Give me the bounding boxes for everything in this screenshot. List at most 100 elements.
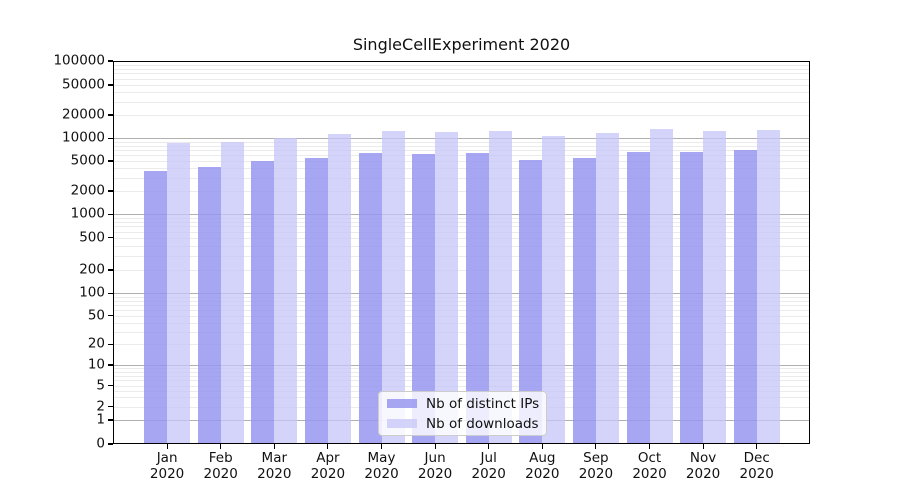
legend-swatch-0 (387, 399, 417, 408)
x-tick-mark (648, 444, 651, 449)
y-tick-mark (108, 385, 113, 387)
y-tick-mark (108, 343, 113, 345)
minor-gridline (114, 300, 810, 302)
y-tick-mark (108, 84, 113, 86)
bar-nb-of-downloads-jun-2020 (435, 132, 459, 444)
minor-gridline (114, 296, 810, 298)
x-tick-mark (541, 444, 543, 449)
bar-nb-of-downloads-mar-2020 (274, 137, 298, 444)
x-tick-label-sep: Sep 2020 (578, 450, 614, 482)
bar-nb-of-distinct-ips-apr-2020 (304, 158, 328, 444)
x-tick-label-nov: Nov 2020 (685, 450, 721, 482)
minor-gridline (114, 304, 810, 306)
y-tick-mark (108, 269, 113, 271)
bar-nb-of-downloads-jul-2020 (488, 131, 512, 444)
x-tick-mark (327, 444, 329, 449)
x-tick-label-jul: Jul 2020 (471, 450, 506, 482)
bar-nb-of-distinct-ips-jan-2020 (144, 170, 168, 444)
y-tick-mark (108, 114, 113, 116)
x-tick-label-may: May 2020 (364, 450, 399, 482)
minor-gridline (114, 177, 810, 179)
x-tick-mark (273, 444, 275, 449)
y-tick-mark (108, 443, 113, 445)
minor-gridline (114, 115, 810, 116)
minor-gridline (114, 344, 810, 346)
y-tick-label-200: 200 (79, 261, 105, 278)
y-tick-mark (108, 137, 113, 139)
y-tick-label-100: 100 (79, 284, 105, 301)
bar-nb-of-downloads-may-2020 (381, 130, 405, 444)
y-tick-mark (108, 237, 113, 239)
bar-nb-of-distinct-ips-feb-2020 (197, 167, 221, 444)
legend-label-1: Nb of downloads (426, 415, 539, 432)
y-tick-mark (108, 406, 113, 408)
minor-gridline (114, 149, 810, 151)
x-tick-label-dec: Dec 2020 (739, 450, 774, 482)
minor-gridline (114, 315, 810, 317)
minor-gridline (114, 161, 810, 162)
minor-gridline (114, 221, 810, 223)
legend: Nb of distinct IPs Nb of downloads (378, 391, 547, 436)
y-tick-mark (108, 364, 113, 366)
bar-nb-of-distinct-ips-nov-2020 (680, 151, 704, 444)
y-tick-label-2: 2 (96, 397, 105, 414)
minor-gridline (114, 255, 810, 257)
y-tick-label-20000: 20000 (62, 106, 105, 123)
x-tick-label-jun: Jun 2020 (417, 450, 453, 482)
y-tick-mark (108, 160, 113, 162)
x-tick-label-aug: Aug 2020 (525, 450, 560, 482)
x-tick-mark (380, 444, 383, 449)
bar-nb-of-distinct-ips-may-2020 (358, 153, 382, 444)
bar-nb-of-distinct-ips-jul-2020 (465, 153, 489, 444)
minor-gridline (114, 73, 810, 75)
x-tick-mark (434, 444, 436, 449)
bar-nb-of-distinct-ips-mar-2020 (251, 161, 275, 444)
minor-gridline (114, 270, 810, 271)
y-tick-mark (108, 292, 113, 294)
minor-gridline (114, 64, 810, 66)
major-gridline (114, 214, 810, 216)
minor-gridline (114, 375, 810, 377)
legend-label-0: Nb of distinct IPs (426, 395, 540, 412)
y-tick-label-1000: 1000 (70, 205, 105, 222)
minor-gridline (114, 217, 810, 219)
bar-nb-of-downloads-sep-2020 (595, 133, 619, 444)
y-tick-mark (108, 60, 113, 62)
y-tick-mark (108, 419, 113, 421)
bar-nb-of-downloads-jan-2020 (167, 143, 191, 444)
bar-nb-of-downloads-nov-2020 (703, 130, 727, 444)
major-gridline (114, 365, 810, 366)
chart-title: SingleCellExperiment 2020 (352, 35, 571, 54)
y-tick-mark (108, 190, 113, 192)
y-tick-label-100000: 100000 (53, 52, 105, 69)
legend-entry-0: Nb of distinct IPs (387, 395, 540, 412)
minor-gridline (114, 168, 810, 170)
y-tick-label-20: 20 (87, 335, 105, 352)
plot-area-frame (113, 61, 810, 444)
x-tick-mark (488, 444, 490, 449)
minor-gridline (114, 231, 810, 233)
minor-gridline (114, 78, 810, 80)
minor-gridline (114, 191, 810, 192)
x-tick-mark (702, 444, 704, 449)
y-tick-label-10000: 10000 (62, 129, 105, 146)
x-tick-label-mar: Mar 2020 (257, 450, 292, 482)
major-gridline (114, 293, 810, 295)
y-tick-label-2000: 2000 (70, 182, 105, 199)
y-tick-label-50000: 50000 (62, 76, 105, 93)
y-tick-mark (108, 213, 113, 215)
x-tick-mark (220, 444, 222, 449)
bar-nb-of-distinct-ips-aug-2020 (519, 159, 543, 444)
minor-gridline (114, 237, 810, 239)
minor-gridline (114, 371, 810, 373)
bar-nb-of-downloads-aug-2020 (542, 136, 566, 444)
y-tick-label-500: 500 (79, 228, 105, 245)
y-tick-label-50: 50 (87, 306, 105, 323)
y-tick-label-0: 0 (96, 435, 105, 452)
x-tick-mark (166, 444, 168, 449)
x-tick-label-oct: Oct 2020 (632, 450, 667, 482)
minor-gridline (114, 145, 810, 147)
y-tick-label-10: 10 (87, 356, 105, 373)
bar-nb-of-distinct-ips-jun-2020 (412, 153, 436, 444)
